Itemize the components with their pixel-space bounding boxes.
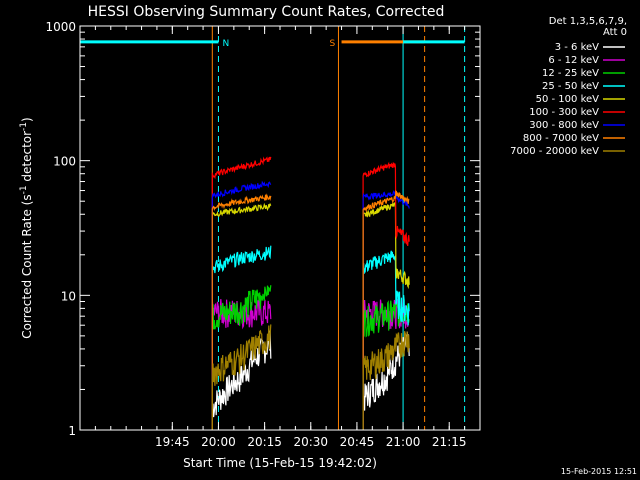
series-line	[362, 161, 410, 430]
legend-entry: 7000 - 20000 keV	[510, 146, 599, 157]
x-tick-label: 20:00	[201, 435, 236, 449]
legend-entry: 300 - 800 keV	[529, 120, 599, 131]
legend-entry: 100 - 300 keV	[529, 107, 599, 118]
data-series	[211, 156, 410, 430]
series-line	[211, 180, 272, 430]
x-axis-label: Start Time (15-Feb-15 19:42:02)	[183, 456, 377, 470]
series-line	[211, 193, 272, 430]
flag-label: N	[222, 39, 229, 49]
legend-header: Att 0	[603, 27, 627, 38]
legend: Det 1,3,5,6,7,9,Att 0 3 - 6 keV 6 - 12 keV…	[510, 16, 627, 157]
y-axis-label: Corrected Count Rate (s-1 detector-1)	[19, 117, 34, 338]
series-line	[211, 202, 272, 430]
x-tick-label: 20:45	[340, 435, 375, 449]
series-line	[211, 285, 272, 430]
y-tick-label: 1	[68, 424, 76, 438]
series-line	[211, 330, 272, 430]
x-tick-label: 21:15	[432, 435, 467, 449]
legend-entry: 3 - 6 keV	[555, 42, 599, 53]
series-line	[211, 156, 272, 430]
legend-entry: 50 - 100 keV	[536, 94, 600, 105]
date-stamp: 15-Feb-2015 12:51	[561, 467, 637, 476]
x-tick-label: 20:15	[247, 435, 282, 449]
y-tick-label: 100	[53, 155, 76, 169]
series-line	[362, 201, 410, 430]
legend-entry: 6 - 12 keV	[548, 55, 599, 66]
x-tick-label: 19:45	[155, 435, 190, 449]
flag-label: S	[330, 39, 336, 49]
series-line	[362, 190, 410, 430]
axes: 19:45 20:00 20:15 20:30 20:45 21:00 21:15 1 10 10…	[45, 20, 481, 449]
y-tick-label: 1000	[45, 20, 76, 34]
legend-entry: 12 - 25 keV	[542, 68, 599, 79]
series-line	[362, 331, 410, 430]
series-line	[211, 324, 272, 430]
legend-entry: 25 - 50 keV	[542, 81, 599, 92]
series-line	[362, 250, 410, 430]
x-tick-label: 21:00	[386, 435, 421, 449]
legend-entry: 800 - 7000 keV	[523, 133, 599, 144]
y-tick-label: 10	[61, 289, 76, 303]
series-line	[211, 245, 272, 430]
series-line	[362, 190, 410, 430]
x-tick-label: 20:30	[293, 435, 328, 449]
chart-title: HESSI Observing Summary Count Rates, Cor…	[88, 4, 445, 20]
legend-header: Det 1,3,5,6,7,9,	[549, 16, 627, 27]
